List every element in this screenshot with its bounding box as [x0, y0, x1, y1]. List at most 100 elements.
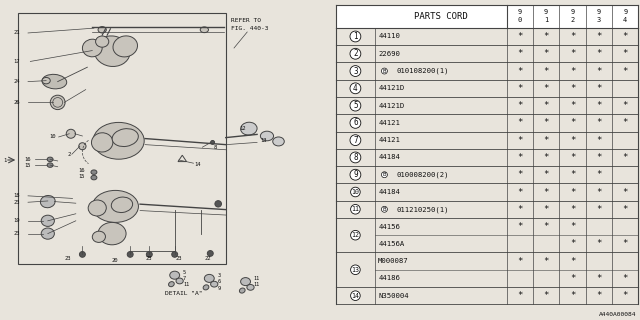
- Text: 11: 11: [254, 276, 260, 281]
- Text: *: *: [570, 84, 575, 93]
- Text: 44184: 44184: [378, 189, 400, 195]
- Text: *: *: [596, 291, 602, 300]
- Text: 16: 16: [24, 157, 30, 162]
- Ellipse shape: [241, 122, 257, 135]
- Text: REFER TO: REFER TO: [231, 18, 260, 23]
- Text: *: *: [570, 188, 575, 196]
- Text: B: B: [383, 172, 386, 177]
- Text: FIG. 440-3: FIG. 440-3: [231, 26, 268, 31]
- Ellipse shape: [42, 77, 51, 84]
- Text: 44110: 44110: [378, 34, 400, 39]
- Text: *: *: [570, 291, 575, 300]
- Ellipse shape: [176, 278, 183, 284]
- Text: 44156A: 44156A: [378, 241, 404, 247]
- Text: 22690: 22690: [378, 51, 400, 57]
- Text: 22: 22: [204, 256, 211, 261]
- Text: *: *: [570, 257, 575, 266]
- Text: *: *: [517, 84, 523, 93]
- Text: *: *: [570, 67, 575, 76]
- Bar: [336, 5, 639, 28]
- Text: 11: 11: [183, 282, 189, 287]
- Text: *: *: [623, 67, 628, 76]
- Text: 12: 12: [239, 125, 246, 131]
- Ellipse shape: [92, 133, 113, 152]
- Text: 20: 20: [111, 258, 118, 263]
- Text: 15: 15: [24, 163, 30, 168]
- Ellipse shape: [111, 197, 132, 212]
- Ellipse shape: [98, 27, 106, 33]
- Ellipse shape: [79, 143, 86, 150]
- Text: 44121D: 44121D: [378, 103, 404, 108]
- Text: 14: 14: [351, 293, 360, 299]
- Text: *: *: [517, 67, 523, 76]
- Text: *: *: [517, 257, 523, 266]
- Text: *: *: [570, 49, 575, 58]
- Text: 23: 23: [13, 231, 20, 236]
- Ellipse shape: [147, 252, 152, 257]
- Text: *: *: [596, 170, 602, 179]
- Text: 1: 1: [544, 18, 548, 23]
- Text: 7: 7: [183, 276, 186, 281]
- Ellipse shape: [215, 201, 221, 207]
- Text: PARTS CORD: PARTS CORD: [414, 12, 468, 21]
- Text: *: *: [543, 32, 549, 41]
- Ellipse shape: [211, 281, 218, 287]
- Text: 11: 11: [351, 206, 360, 212]
- Text: B: B: [383, 207, 386, 212]
- Ellipse shape: [93, 122, 144, 159]
- Text: 3: 3: [218, 273, 221, 278]
- Ellipse shape: [41, 228, 54, 239]
- Text: 26: 26: [13, 100, 20, 105]
- Ellipse shape: [241, 277, 250, 285]
- Text: *: *: [596, 274, 602, 283]
- Text: 10: 10: [49, 133, 56, 139]
- Text: *: *: [596, 32, 602, 41]
- Text: *: *: [543, 222, 549, 231]
- Text: 44186: 44186: [378, 276, 400, 281]
- Ellipse shape: [211, 140, 214, 144]
- Ellipse shape: [207, 251, 213, 256]
- Text: 8: 8: [353, 153, 358, 162]
- Text: *: *: [570, 153, 575, 162]
- Text: 1: 1: [3, 157, 6, 163]
- Text: 0: 0: [518, 18, 522, 23]
- Text: 14: 14: [195, 162, 201, 167]
- Ellipse shape: [47, 163, 53, 167]
- Ellipse shape: [98, 222, 126, 245]
- Text: 23: 23: [176, 256, 182, 261]
- Ellipse shape: [42, 74, 67, 89]
- Ellipse shape: [204, 274, 214, 282]
- Text: *: *: [517, 49, 523, 58]
- Text: *: *: [596, 67, 602, 76]
- Text: 9: 9: [218, 285, 221, 291]
- Text: 1: 1: [353, 32, 358, 41]
- Text: *: *: [543, 49, 549, 58]
- Text: 011210250(1): 011210250(1): [397, 206, 449, 212]
- Text: *: *: [543, 205, 549, 214]
- Text: *: *: [543, 101, 549, 110]
- Text: *: *: [517, 101, 523, 110]
- Ellipse shape: [51, 95, 65, 109]
- Text: *: *: [517, 222, 523, 231]
- Ellipse shape: [203, 285, 209, 290]
- Ellipse shape: [172, 252, 178, 257]
- Text: *: *: [570, 205, 575, 214]
- Text: 9: 9: [623, 9, 627, 15]
- Ellipse shape: [92, 231, 106, 243]
- Text: M000087: M000087: [378, 258, 409, 264]
- Text: 010008200(2): 010008200(2): [397, 172, 449, 178]
- Text: 2: 2: [570, 18, 575, 23]
- Ellipse shape: [83, 39, 102, 57]
- Text: 3: 3: [353, 67, 358, 76]
- Text: 44121: 44121: [378, 137, 400, 143]
- Ellipse shape: [94, 36, 130, 67]
- Ellipse shape: [67, 129, 76, 138]
- Text: 24: 24: [13, 79, 20, 84]
- Text: *: *: [596, 153, 602, 162]
- Text: B: B: [383, 68, 386, 74]
- Ellipse shape: [113, 36, 138, 57]
- Text: 9: 9: [353, 170, 358, 179]
- Ellipse shape: [247, 284, 254, 290]
- Text: *: *: [623, 118, 628, 127]
- Ellipse shape: [91, 175, 97, 180]
